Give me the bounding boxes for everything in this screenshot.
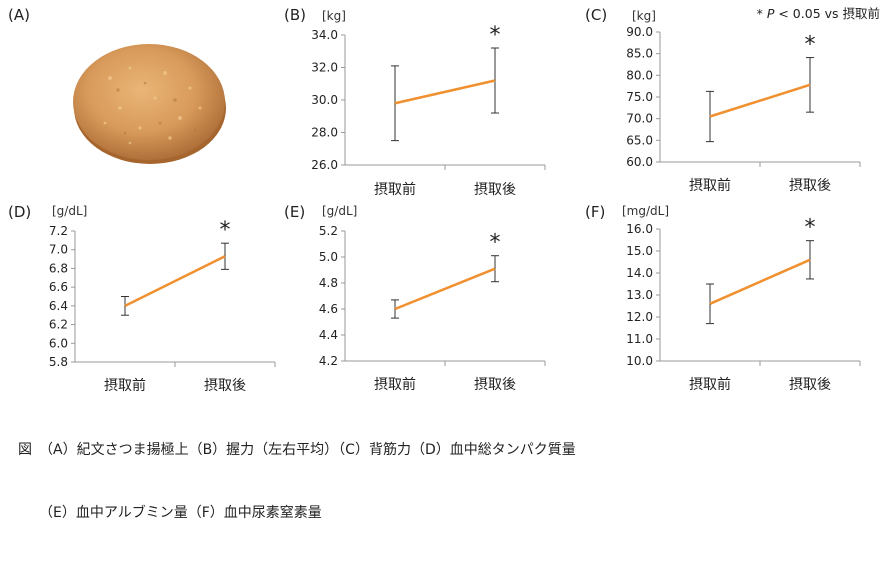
significance-star: * bbox=[490, 231, 501, 256]
y-tick-label: 12.0 bbox=[626, 310, 653, 324]
panel-letter-f: (F) bbox=[585, 203, 606, 221]
x-tick-label: 摂取後 bbox=[789, 377, 831, 393]
x-tick-label: 摂取後 bbox=[789, 178, 831, 194]
y-tick-label: 6.0 bbox=[49, 336, 68, 350]
unit-label: [g/dL] bbox=[52, 204, 87, 218]
panel-letter-c: (C) bbox=[585, 6, 608, 24]
y-tick-label: 85.0 bbox=[626, 47, 653, 61]
significance-star: * bbox=[220, 218, 231, 243]
y-tick-label: 6.2 bbox=[49, 318, 68, 332]
chart-f: [mg/dL] 10.0 11.0 12.0 13.0 14.0 15.0 16.0 摂取前 摂取… bbox=[622, 204, 861, 393]
significance-text: < 0.05 vs 摂取前 bbox=[774, 6, 880, 21]
panel-letter-e: (E) bbox=[284, 203, 306, 221]
y-tick-label: 7.2 bbox=[49, 224, 68, 238]
series-line bbox=[124, 255, 226, 307]
chart-b: [kg] 26.0 28.0 30.0 32.0 34.0 摂取前 摂取後 * bbox=[311, 9, 546, 198]
y-tick-label: 80.0 bbox=[626, 68, 653, 82]
unit-label: [kg] bbox=[322, 9, 346, 23]
y-tick-label: 7.0 bbox=[49, 243, 68, 257]
figure-caption: 図 （A）紀文さつま揚極上（B）握力（左右平均）（C）背筋力（D）血中総タンパク… bbox=[18, 398, 576, 566]
chart-d: [g/dL] 5.8 6.0 6.2 6.4 6.6 6.8 7.0 7.2 摂取前 摂取後 * bbox=[49, 204, 276, 394]
panel-letter-d: (D) bbox=[8, 203, 32, 221]
x-tick-label: 摂取前 bbox=[104, 377, 146, 394]
y-tick-label: 32.0 bbox=[311, 61, 338, 75]
y-tick-label: 5.2 bbox=[319, 224, 338, 238]
y-tick-label: 4.6 bbox=[319, 302, 338, 316]
y-tick-label: 75.0 bbox=[626, 90, 653, 104]
y-tick-label: 4.4 bbox=[319, 328, 338, 342]
significance-star: * bbox=[805, 216, 816, 241]
series-line bbox=[709, 258, 811, 305]
y-tick-label: 60.0 bbox=[626, 155, 653, 169]
panel-letter-b: (B) bbox=[284, 6, 306, 24]
chart-e: [g/dL] 4.2 4.4 4.6 4.8 5.0 5.2 摂取前 摂取後 * bbox=[319, 204, 546, 393]
significance-note: * P < 0.05 vs 摂取前 bbox=[757, 3, 880, 22]
x-tick-label: 摂取前 bbox=[689, 177, 731, 194]
significance-star: * bbox=[805, 33, 816, 58]
y-tick-label: 13.0 bbox=[626, 288, 653, 302]
unit-label: [mg/dL] bbox=[622, 204, 669, 218]
y-tick-label: 14.0 bbox=[626, 266, 653, 280]
y-tick-label: 16.0 bbox=[626, 222, 653, 236]
x-tick-label: 摂取前 bbox=[689, 376, 731, 393]
y-tick-label: 34.0 bbox=[311, 28, 338, 42]
y-tick-label: 6.4 bbox=[49, 299, 68, 313]
y-tick-label: 5.0 bbox=[319, 250, 338, 264]
y-tick-label: 6.6 bbox=[49, 280, 68, 294]
x-tick-label: 摂取前 bbox=[374, 181, 416, 198]
x-tick-label: 摂取後 bbox=[474, 377, 516, 393]
caption-line-1: 図 （A）紀文さつま揚極上（B）握力（左右平均）（C）背筋力（D）血中総タンパク… bbox=[18, 442, 576, 458]
y-tick-label: 5.8 bbox=[49, 355, 68, 369]
series-line bbox=[394, 267, 496, 311]
y-tick-label: 11.0 bbox=[626, 332, 653, 346]
series-line bbox=[709, 83, 811, 118]
y-tick-label: 15.0 bbox=[626, 244, 653, 258]
x-tick-label: 摂取前 bbox=[374, 376, 416, 393]
y-tick-label: 65.0 bbox=[626, 133, 653, 147]
y-tick-label: 6.8 bbox=[49, 261, 68, 275]
significance-star: * bbox=[490, 23, 501, 48]
unit-label: [kg] bbox=[632, 9, 656, 23]
figure: (A) (B) (C) (D) (E) (F) * P < 0.05 vs 摂取… bbox=[8, 3, 880, 521]
y-tick-label: 10.0 bbox=[626, 354, 653, 368]
p-symbol: P bbox=[766, 6, 775, 21]
panel-letter-a: (A) bbox=[8, 6, 30, 24]
y-tick-label: 90.0 bbox=[626, 25, 653, 39]
y-tick-label: 30.0 bbox=[311, 93, 338, 107]
y-tick-label: 28.0 bbox=[311, 126, 338, 140]
significance-star: * bbox=[756, 6, 763, 21]
y-tick-label: 70.0 bbox=[626, 112, 653, 126]
y-tick-label: 26.0 bbox=[311, 158, 338, 172]
x-tick-label: 摂取後 bbox=[474, 182, 516, 198]
caption-line-2: （E）血中アルブミン量（F）血中尿素窒素量 bbox=[18, 505, 322, 521]
unit-label: [g/dL] bbox=[322, 204, 357, 218]
satsuma-age-icon bbox=[73, 44, 226, 164]
y-tick-label: 4.8 bbox=[319, 276, 338, 290]
chart-c: [kg] 60.0 65.0 70.0 75.0 80.0 85.0 90.0 摂取前 摂取後 * bbox=[626, 9, 861, 194]
y-tick-label: 4.2 bbox=[319, 354, 338, 368]
x-tick-label: 摂取後 bbox=[204, 378, 246, 394]
satsuma-age-image bbox=[70, 38, 228, 166]
series-line bbox=[394, 79, 496, 105]
